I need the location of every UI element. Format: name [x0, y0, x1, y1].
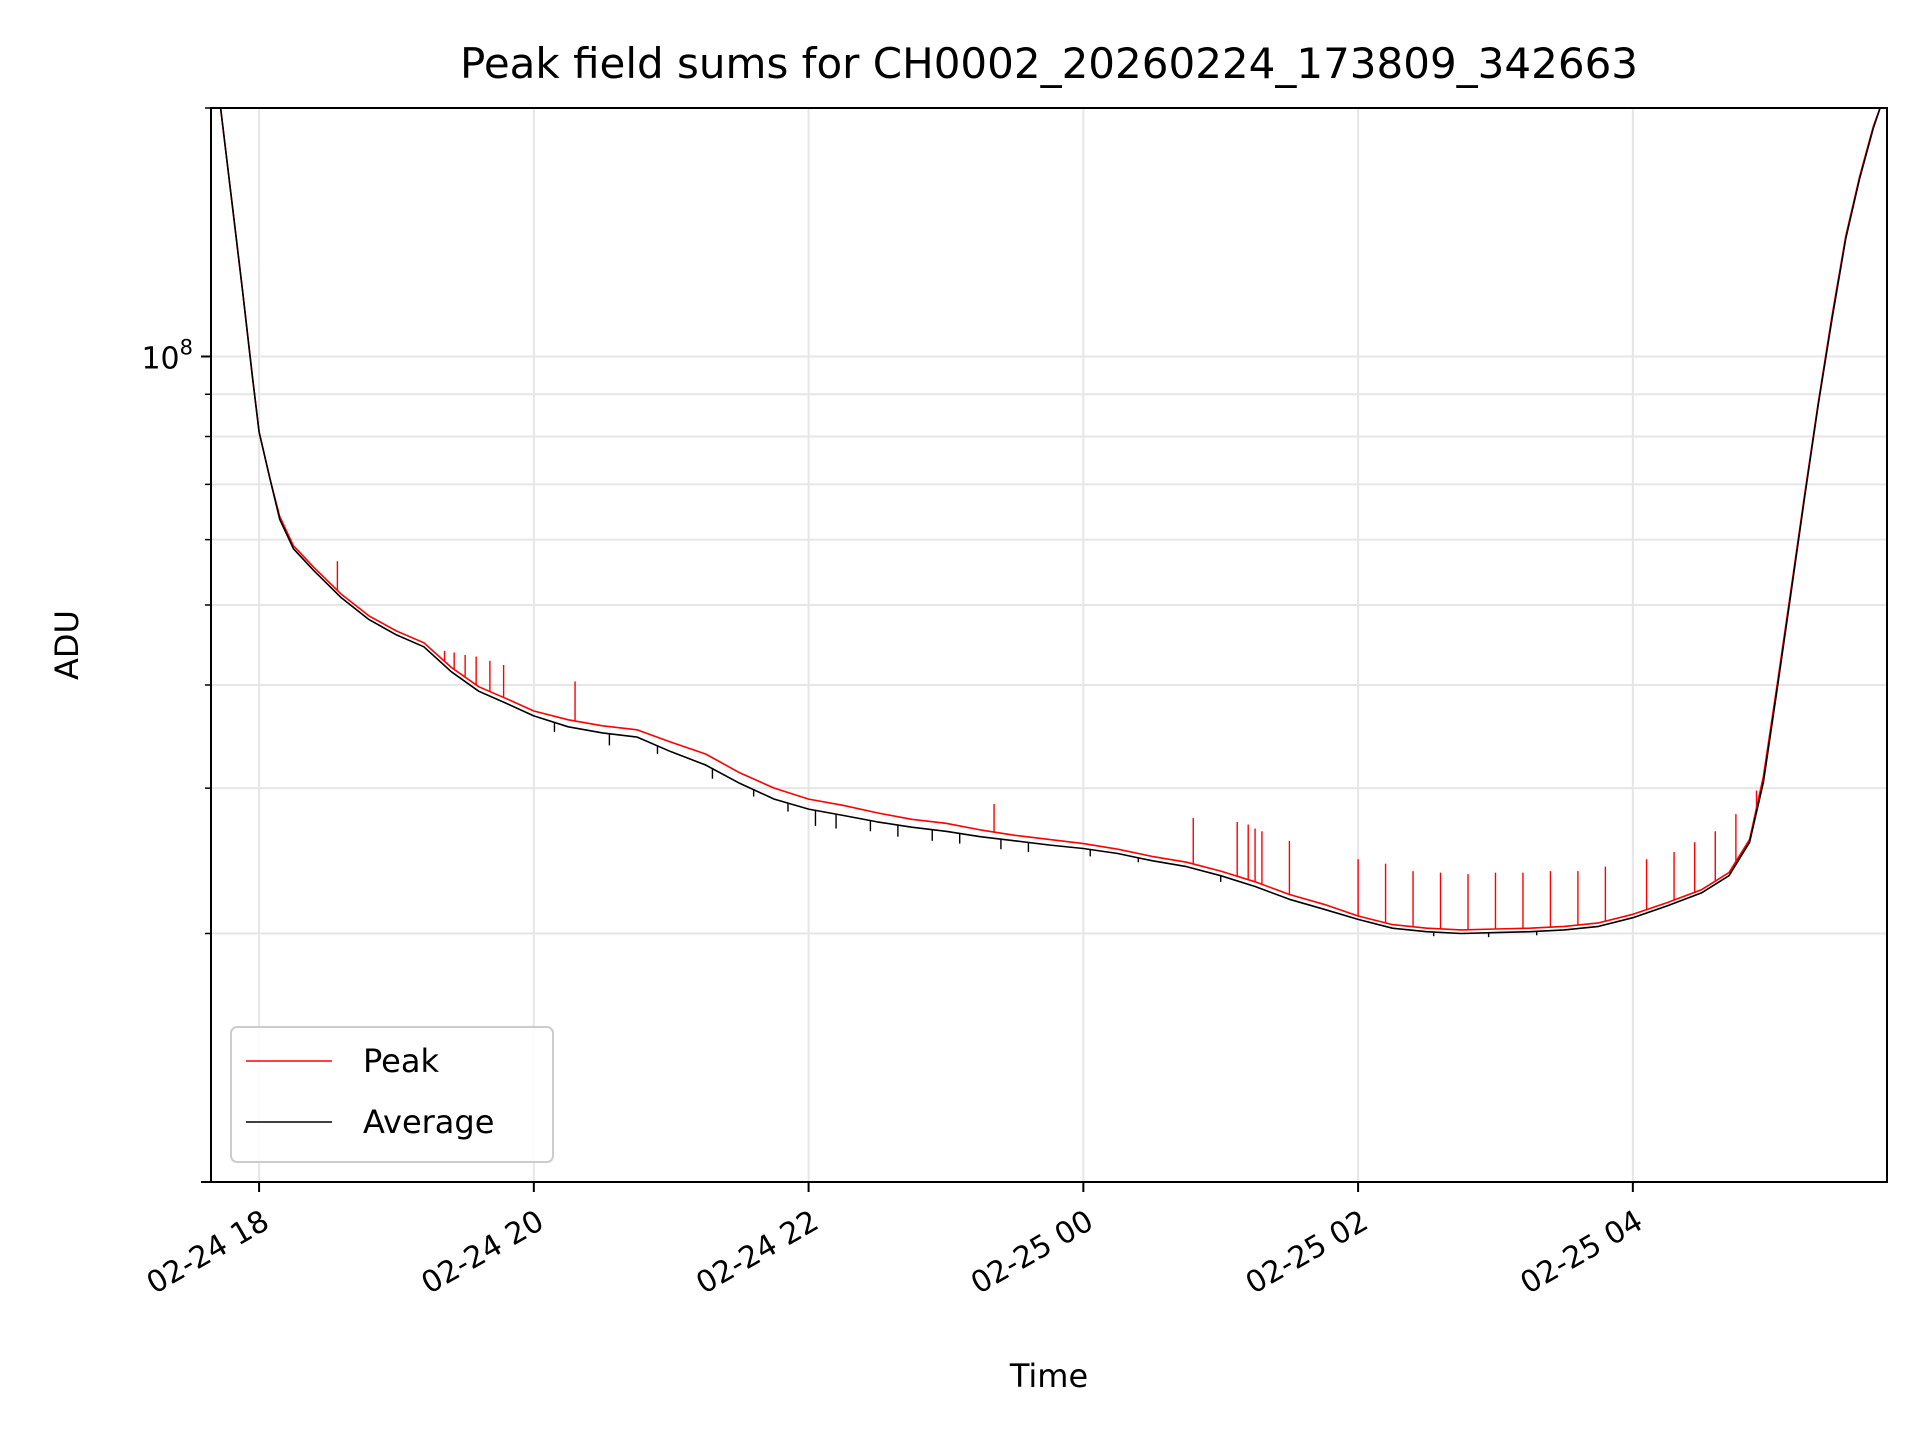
series-line-average — [219, 108, 1881, 935]
x-axis-label: Time — [1009, 1357, 1088, 1395]
grid — [211, 107, 1887, 1183]
legend-label-peak: Peak — [363, 1042, 439, 1080]
series-layer — [219, 108, 1881, 938]
y-tick-label-exponent: 8 — [180, 336, 193, 360]
chart-title: Peak field sums for CH0002_20260224_1738… — [460, 39, 1638, 88]
legend: Peak Average — [230, 1026, 554, 1163]
y-tick-label-base: 10 — [141, 342, 179, 377]
plot-frame — [210, 107, 1888, 1183]
y-tick-label: 108 — [141, 336, 193, 377]
series-line-peak — [219, 108, 1881, 931]
legend-label-average: Average — [363, 1103, 494, 1141]
plot-area — [211, 108, 1887, 1182]
y-axis-label: ADU — [48, 610, 86, 680]
